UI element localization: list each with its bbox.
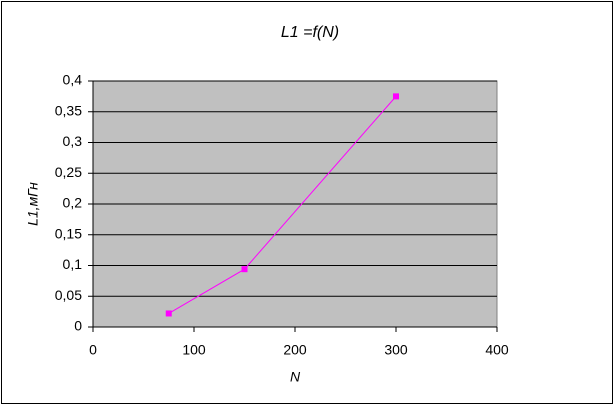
y-tick-label: 0,25 bbox=[55, 164, 82, 180]
x-tick-label: 100 bbox=[182, 342, 206, 358]
y-axis-label: L1,мГн bbox=[25, 182, 41, 226]
y-tick-label: 0,1 bbox=[63, 256, 83, 272]
data-point bbox=[241, 266, 248, 273]
y-tick-label: 0,05 bbox=[55, 287, 82, 303]
data-point bbox=[393, 93, 399, 100]
x-tick-label: 300 bbox=[384, 342, 408, 358]
data-point bbox=[165, 310, 172, 317]
x-tick-label: 0 bbox=[89, 342, 97, 358]
y-tick-label: 0,15 bbox=[55, 225, 82, 241]
y-tick-label: 0,3 bbox=[63, 133, 83, 149]
chart-title: L1 =f(N) bbox=[281, 24, 339, 41]
y-tick-label: 0,35 bbox=[55, 102, 82, 118]
y-tick-label: 0 bbox=[74, 318, 82, 334]
y-tick-label: 0,2 bbox=[63, 195, 83, 211]
x-tick-label: 200 bbox=[283, 342, 307, 358]
y-tick-label: 0,4 bbox=[63, 72, 83, 88]
x-axis-label: N bbox=[290, 369, 301, 385]
x-tick-label: 400 bbox=[485, 342, 509, 358]
